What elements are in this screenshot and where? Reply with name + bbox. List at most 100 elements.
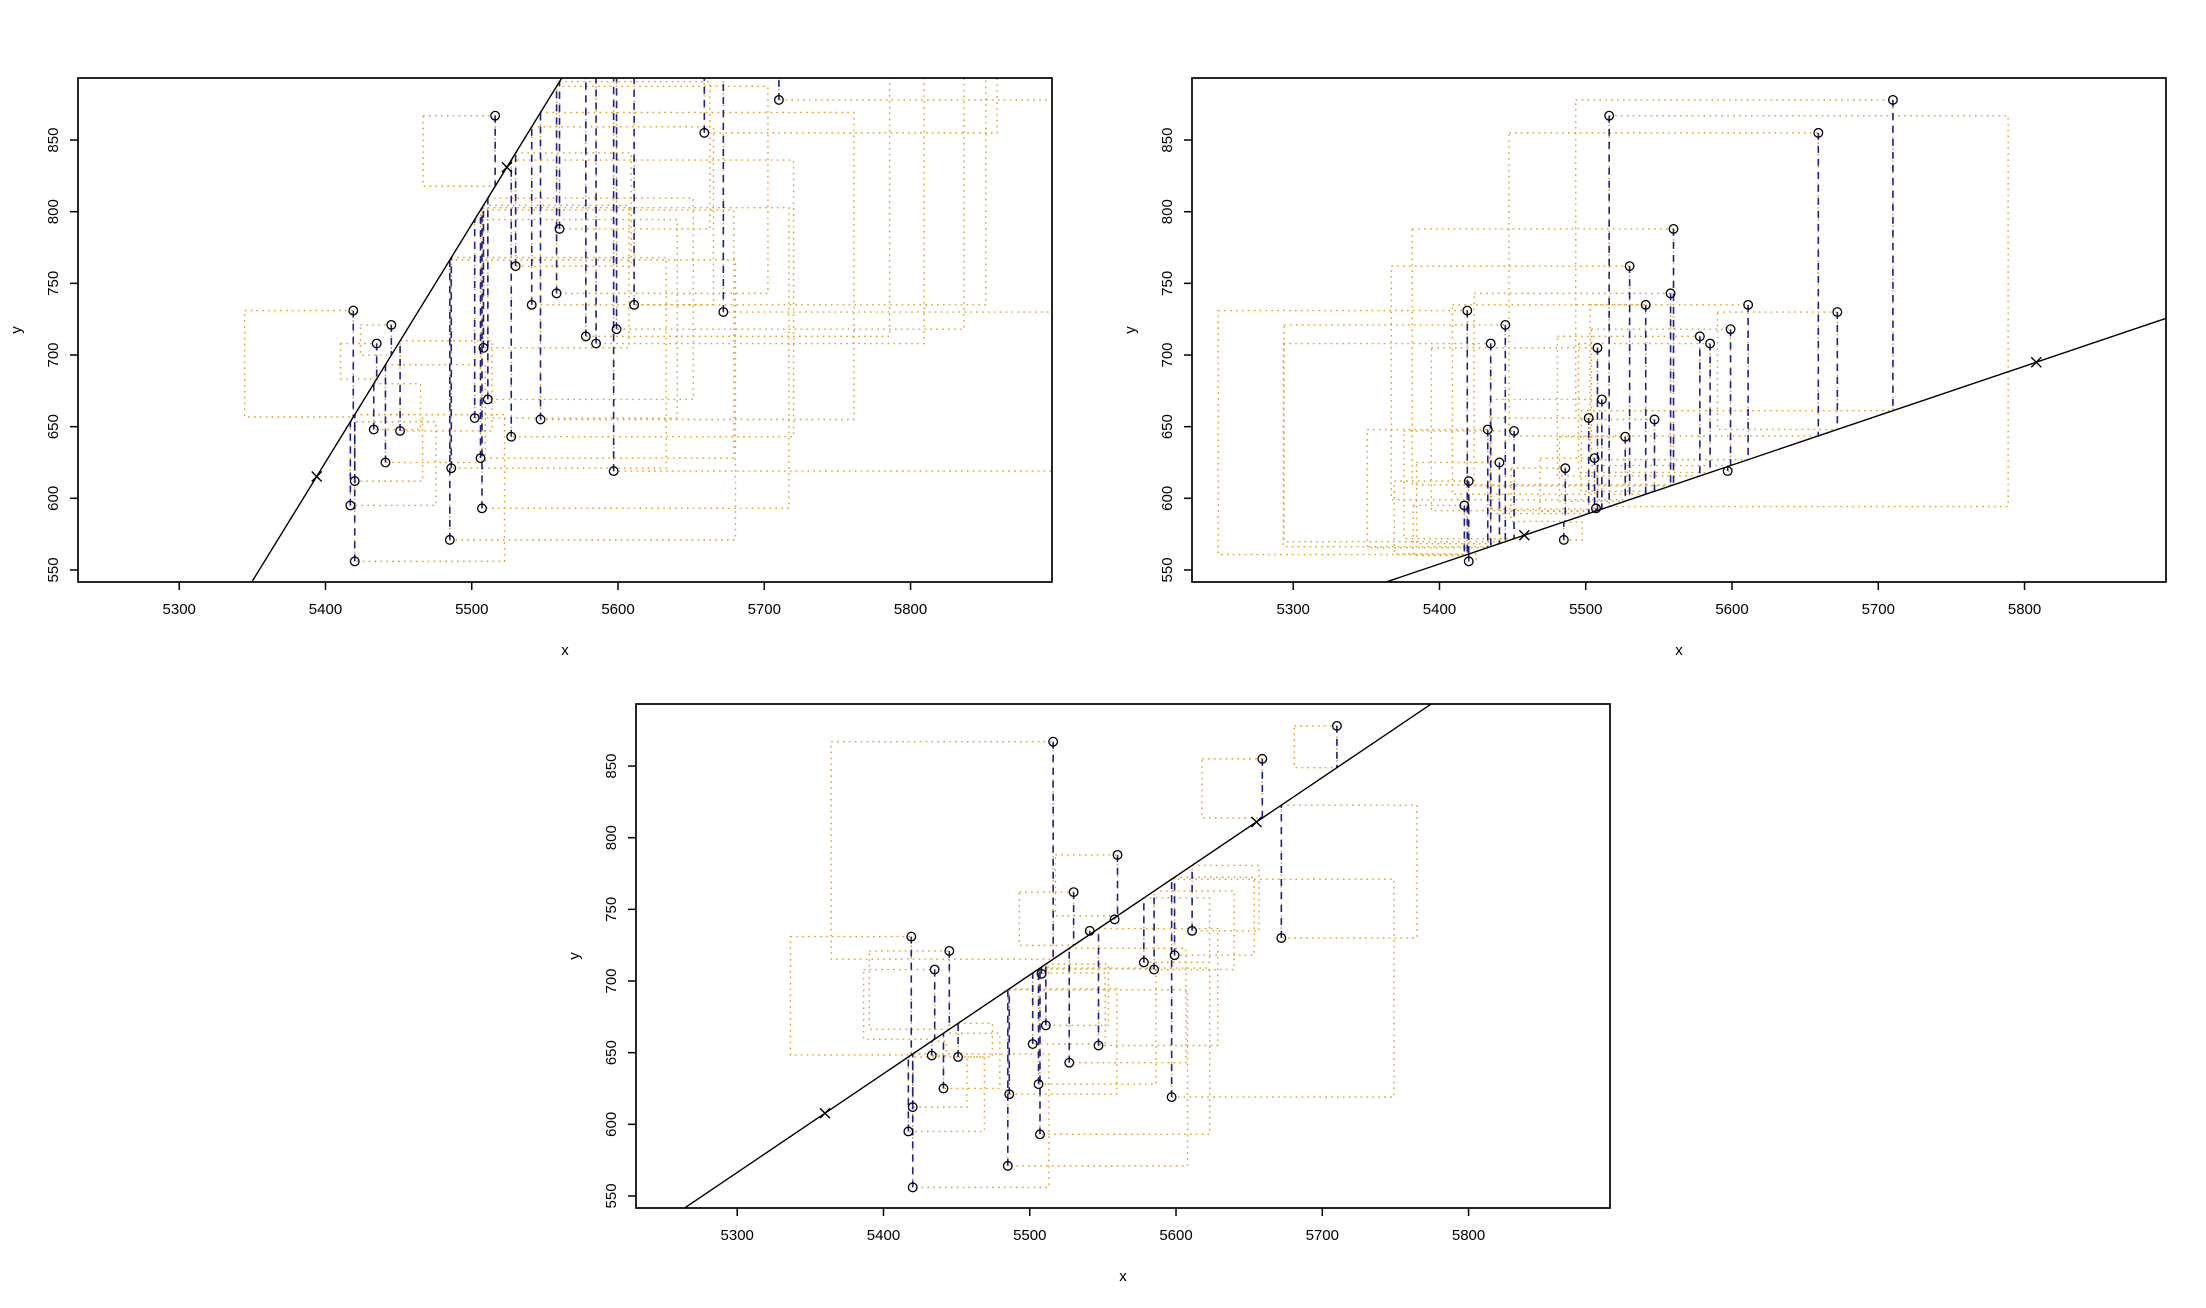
residual-square [558, 80, 711, 230]
data-point [348, 305, 359, 316]
data-point [1509, 426, 1520, 436]
residual-square [1173, 876, 1255, 956]
data-point [1002, 1160, 1013, 1171]
residual-square [912, 1053, 968, 1108]
x-axis-tick-label: 5800 [1452, 1227, 1485, 1244]
data-point [1068, 887, 1079, 898]
y-axis-tick-label: 800 [1159, 199, 1176, 224]
data-point [1109, 914, 1120, 925]
residual-square [539, 111, 855, 421]
panel-plot-area [683, 704, 1433, 1208]
residual-square [615, 78, 965, 330]
residual-square [1508, 132, 1820, 437]
data-point [1668, 223, 1679, 234]
residual-square [595, 78, 925, 345]
data-point [395, 426, 406, 436]
data-point [1887, 94, 1898, 105]
data-point [1485, 338, 1496, 349]
residual-square [1282, 342, 1492, 548]
data-point [1033, 1079, 1044, 1090]
y-axis-tick-label: 700 [45, 342, 62, 367]
residual-square [830, 740, 1054, 960]
residual-square [1430, 347, 1599, 512]
y-axis-tick-label: 650 [603, 1040, 620, 1065]
y-axis-tick-label: 850 [45, 128, 62, 153]
panel-bottom: 5300 5400 5500 5600 5700 5800 550 600 650 700 750 8… [566, 703, 1611, 1285]
residual-square [1403, 430, 1515, 540]
residual-square [1283, 324, 1507, 543]
line-x-mark [1518, 529, 1530, 541]
fit-line [1383, 317, 2166, 582]
residual-square [585, 78, 891, 338]
y-axis-tick-label: 650 [45, 414, 62, 439]
residual-square [1068, 947, 1187, 1064]
y-axis-tick-label: 850 [603, 754, 620, 779]
data-point [1093, 1040, 1104, 1051]
residual-square [1539, 457, 1596, 513]
y-axis-tick-label: 800 [603, 825, 620, 850]
x-axis-tick-label: 5600 [1715, 601, 1748, 618]
x-axis-tick-label: 5400 [1423, 601, 1456, 618]
data-point [526, 299, 537, 310]
data-point [1591, 503, 1601, 514]
y-axis-tick-label: 750 [1159, 271, 1176, 296]
data-point [907, 1102, 918, 1113]
residual-square [907, 1056, 986, 1133]
residual-square [778, 78, 1052, 101]
y-axis-title: y [566, 952, 583, 960]
residual-square [1366, 428, 1489, 549]
y-axis-tick-label: 600 [603, 1112, 620, 1137]
data-point [1604, 110, 1615, 121]
data-point [386, 319, 397, 330]
residual-square [1575, 99, 1894, 412]
y-axis-tick-label: 550 [603, 1183, 620, 1208]
data-point [906, 931, 917, 942]
data-point [1459, 500, 1470, 511]
residual-square [479, 209, 735, 459]
y-axis-tick-label: 600 [45, 486, 62, 511]
residual-square [384, 363, 486, 464]
residual-square [555, 85, 769, 295]
x-mark-stroke [1518, 529, 1530, 541]
data-point [938, 1083, 949, 1094]
y-axis-tick-label: 550 [45, 557, 62, 582]
data-point [444, 534, 455, 545]
y-axis-title: y [1122, 326, 1139, 334]
y-axis-tick-label: 750 [603, 897, 620, 922]
y-axis-tick-label: 550 [1159, 557, 1176, 582]
data-point [1722, 466, 1733, 477]
data-point [1596, 394, 1607, 405]
x-axis-tick-label: 5300 [1277, 601, 1310, 618]
data-point [446, 463, 457, 474]
data-point [580, 331, 591, 342]
data-point [1463, 476, 1474, 487]
residual-square [868, 950, 951, 1030]
x-axis-tick-label: 5700 [1862, 601, 1895, 618]
x-axis-tick-label: 5700 [748, 601, 781, 618]
x-axis-tick-label: 5400 [309, 601, 342, 618]
data-point [1583, 413, 1594, 424]
data-point [1166, 1092, 1177, 1103]
data-point [1620, 431, 1631, 442]
x-mark-stroke [311, 470, 323, 482]
line-x-mark [501, 161, 513, 173]
data-point [1462, 305, 1473, 316]
residual-square [473, 218, 678, 419]
y-axis-tick-label: 800 [45, 199, 62, 224]
x-mark-stroke [2030, 356, 2042, 368]
residual-square [1411, 228, 1675, 486]
data-point [1743, 299, 1754, 310]
x-axis-tick-label: 5300 [721, 1227, 754, 1244]
plot-box [635, 703, 1611, 1209]
residual-square [399, 340, 493, 432]
residual-square [1490, 417, 1590, 515]
residual-square [243, 309, 354, 418]
residual-square [1097, 927, 1219, 1047]
data-point [1500, 319, 1511, 330]
residual-square [912, 1053, 1050, 1189]
y-axis-tick-label: 750 [45, 271, 62, 296]
y-axis-tick-label: 700 [603, 968, 620, 993]
residual-square [1201, 758, 1264, 819]
residual-square [612, 78, 1052, 472]
